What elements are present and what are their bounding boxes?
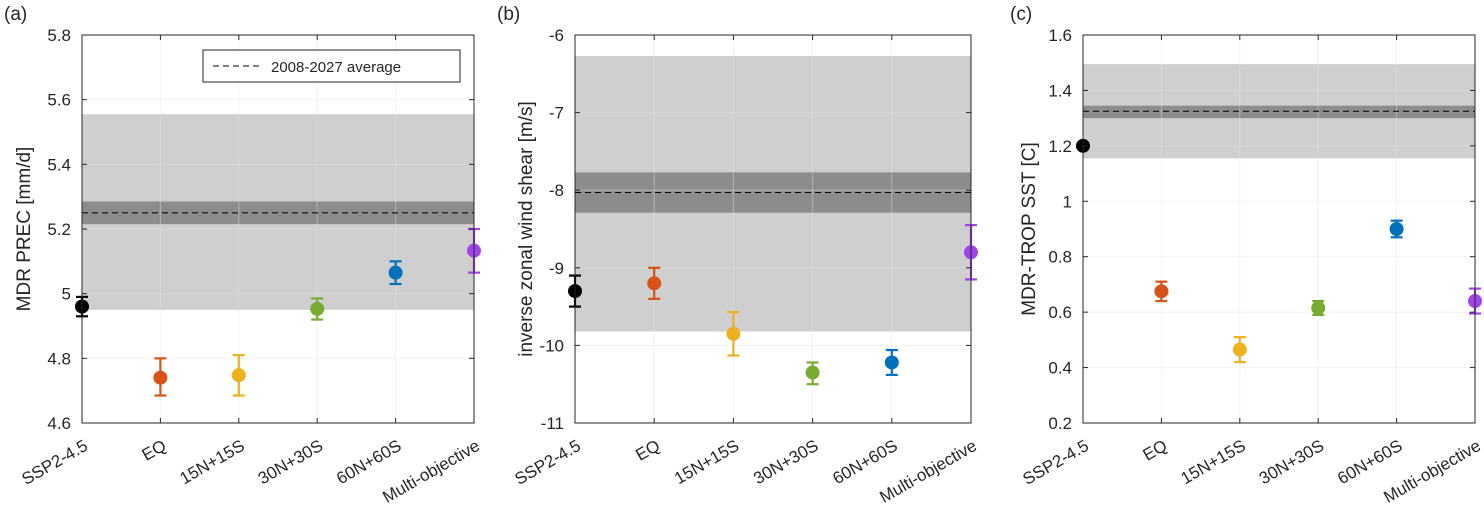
y-tick-label: 4.6 <box>47 414 71 433</box>
panel-label: (a) <box>4 4 27 25</box>
x-tick-label: 60N+60S <box>829 436 900 488</box>
legend-box <box>202 49 461 83</box>
x-tick-label: EQ <box>139 436 170 465</box>
y-axis-label: MDR-TROP SST [C] <box>1019 142 1040 315</box>
data-point-2 <box>153 357 168 397</box>
data-point-3 <box>1232 335 1247 364</box>
y-tick-label: -11 <box>541 414 564 433</box>
y-tick-label: -7 <box>549 104 564 123</box>
marker <box>647 276 662 291</box>
data-point-5 <box>884 348 899 376</box>
y-tick-label: -6 <box>549 26 564 45</box>
marker <box>310 301 325 316</box>
x-tick-label: EQ <box>632 436 663 465</box>
x-tick-label: EQ <box>1140 436 1171 465</box>
x-tick-label: SSP2-4.5 <box>511 436 584 489</box>
marker <box>805 365 820 380</box>
y-tick-label: 0.6 <box>1048 303 1072 322</box>
axes-box <box>574 34 972 424</box>
y-tick-label: 1.6 <box>1048 26 1072 45</box>
y-tick-label: 0.4 <box>1048 359 1072 378</box>
marker <box>884 355 899 370</box>
y-tick-label: 5.4 <box>47 155 71 174</box>
x-tick-label: 15N+15S <box>671 436 742 488</box>
data-point-4 <box>805 361 820 386</box>
marker <box>388 265 403 280</box>
data-point-3 <box>231 354 246 397</box>
y-tick-label: 1 <box>1063 192 1072 211</box>
x-tick-label: 60N+60S <box>333 436 404 488</box>
y-tick-label: 5.2 <box>47 220 71 239</box>
x-tick-label: 15N+15S <box>176 436 247 488</box>
x-tick-label: 60N+60S <box>1334 436 1405 488</box>
inner-band <box>1083 105 1475 119</box>
y-tick-label: -8 <box>549 181 564 200</box>
x-tick-label: 15N+15S <box>1177 436 1248 488</box>
marker <box>153 370 168 385</box>
y-tick-label: -10 <box>539 336 564 355</box>
y-tick-label: 0.8 <box>1048 248 1072 267</box>
data-point-2 <box>647 266 662 300</box>
y-axis-label: MDR PREC [mm/d] <box>14 147 35 312</box>
x-tick-label: 30N+30S <box>1256 436 1327 488</box>
legend: 2008-2027 average <box>202 49 461 83</box>
data-point-5 <box>388 260 403 286</box>
inner-band <box>575 172 971 213</box>
data-point-2 <box>1154 280 1169 303</box>
x-tick-label: SSP2-4.5 <box>1019 436 1092 489</box>
chart-panel-2: -11 -10 -9 -8 -7 -6 SSP2-4.5 EQ 15N+15S 30N+30S 60… <box>497 4 980 507</box>
x-tick-label: 30N+30S <box>750 436 821 488</box>
legend-label: 2008-2027 average <box>271 59 401 76</box>
marker <box>726 326 741 341</box>
y-tick-label: 5.8 <box>47 26 71 45</box>
marker <box>1154 284 1169 299</box>
marker <box>231 368 246 383</box>
y-tick-label: -9 <box>549 259 564 278</box>
axes-box <box>1082 34 1476 424</box>
y-tick-label: 4.8 <box>47 349 71 368</box>
panel-label: (b) <box>497 4 520 25</box>
y-tick-label: 5.6 <box>47 91 71 110</box>
y-axis-label: inverse zonal wind shear [m/s] <box>516 101 537 357</box>
chart-panel-3: 0.2 0.4 0.6 0.8 1 1.2 1.4 1.6 SSP2-4.5 EQ 15N+15S 3… <box>1010 4 1484 507</box>
x-tick-label: SSP2-4.5 <box>18 436 91 489</box>
panel-label: (c) <box>1010 4 1032 25</box>
data-point-3 <box>726 310 741 357</box>
y-tick-label: 5 <box>62 285 71 304</box>
y-tick-label: 0.2 <box>1048 414 1072 433</box>
marker <box>1389 222 1404 236</box>
data-point-4 <box>1311 299 1326 317</box>
x-tick-label: 30N+30S <box>255 436 326 488</box>
chart-panel-1: 4.6 4.8 5 5.2 5.4 5.6 5.8 SSP2-4.5 EQ 15N+15S 30N+… <box>4 4 483 507</box>
marker <box>1311 300 1326 315</box>
data-point-4 <box>310 297 325 321</box>
y-tick-label: 1.2 <box>1048 137 1072 156</box>
marker <box>1232 342 1247 357</box>
y-tick-label: 1.4 <box>1048 81 1072 100</box>
data-point-5 <box>1389 219 1404 239</box>
